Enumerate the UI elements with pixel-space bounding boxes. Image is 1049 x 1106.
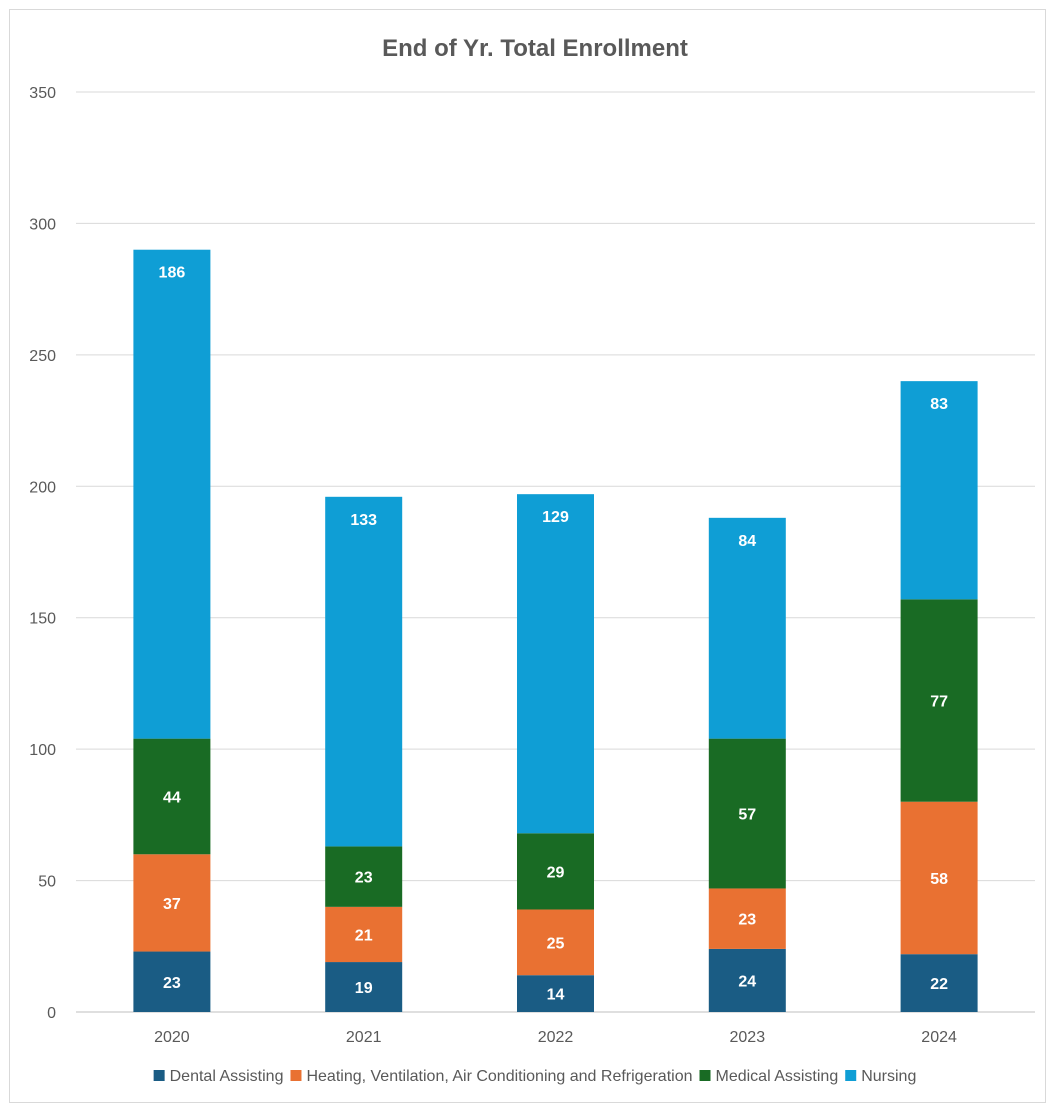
legend-item: Nursing <box>845 1068 916 1085</box>
legend-item: Dental Assisting <box>153 1068 284 1085</box>
x-tick-label: 2024 <box>921 1029 957 1046</box>
legend-label: Heating, Ventilation, Air Conditioning a… <box>306 1068 692 1085</box>
data-label: 25 <box>547 935 565 952</box>
bar-segment-nursing-2020 <box>133 249 211 739</box>
x-axis-ticks: 2020 2021 2022 2023 2024 <box>154 1029 957 1046</box>
data-label: 24 <box>738 973 756 990</box>
legend-label: Medical Assisting <box>716 1068 839 1085</box>
bar-segment-nursing-2021 <box>325 496 403 847</box>
data-label: 57 <box>738 807 756 824</box>
bar-segment-nursing-2023 <box>708 517 786 739</box>
bar-segment-dental-assisting-2022 <box>517 975 594 1012</box>
bar-segment-heating-ventilation-air-conditioning-and-refrigeration-2021 <box>325 906 403 963</box>
y-tick-label: 100 <box>29 742 56 759</box>
bar-segment-nursing-2024 <box>900 381 978 600</box>
legend-swatch <box>153 1070 165 1081</box>
y-tick-label: 150 <box>29 611 56 628</box>
bar-segment-nursing-2022 <box>517 494 594 834</box>
x-tick-label: 2022 <box>538 1029 574 1046</box>
bar-segment-dental-assisting-2021 <box>325 962 403 1012</box>
y-tick-label: 250 <box>29 348 56 365</box>
y-tick-label: 0 <box>47 1005 56 1022</box>
legend-item: Medical Assisting <box>699 1068 839 1085</box>
bar-segment-medical-assisting-2021 <box>325 846 403 907</box>
bar-segment-heating-ventilation-air-conditioning-and-refrigeration-2023 <box>708 888 786 949</box>
x-tick-label: 2021 <box>346 1029 382 1046</box>
data-label: 21 <box>355 927 373 944</box>
y-tick-label: 350 <box>29 85 56 102</box>
data-label: 14 <box>547 987 565 1004</box>
legend-label: Nursing <box>861 1068 916 1085</box>
data-label: 23 <box>355 870 373 887</box>
y-axis-ticks: 0 50 100 150 200 250 300 350 <box>29 85 56 1022</box>
legend-swatch <box>699 1070 711 1081</box>
data-label: 44 <box>163 789 181 806</box>
y-tick-label: 50 <box>38 874 56 891</box>
data-label: 58 <box>930 871 948 888</box>
data-label: 22 <box>930 976 948 993</box>
bar-segment-dental-assisting-2020 <box>133 951 211 1012</box>
y-tick-label: 200 <box>29 479 56 496</box>
bar-segment-medical-assisting-2024 <box>900 599 978 802</box>
x-tick-label: 2020 <box>154 1029 190 1046</box>
x-tick-label: 2023 <box>730 1029 766 1046</box>
data-label: 186 <box>159 265 186 282</box>
data-label: 77 <box>930 694 948 711</box>
data-label: 133 <box>350 512 377 529</box>
data-label: 19 <box>355 980 373 997</box>
bar-segment-dental-assisting-2023 <box>708 948 786 1012</box>
legend-swatch <box>845 1070 857 1081</box>
gridlines <box>76 91 1035 1013</box>
data-label: 23 <box>163 975 181 992</box>
bar-segment-dental-assisting-2024 <box>900 954 978 1012</box>
y-tick-label: 300 <box>29 216 56 233</box>
legend-swatch <box>290 1070 302 1081</box>
data-labels: 23 37 44 186 19 21 23 133 14 25 29 129 24 23 57 84 22 58 7… <box>159 265 949 1004</box>
data-label: 83 <box>930 396 948 413</box>
bar-segment-medical-assisting-2022 <box>517 833 594 910</box>
bar-segment-medical-assisting-2023 <box>708 738 786 889</box>
chart-title: End of Yr. Total Enrollment <box>382 35 688 62</box>
bar-segment-heating-ventilation-air-conditioning-and-refrigeration-2024 <box>900 801 978 955</box>
bar-segment-heating-ventilation-air-conditioning-and-refrigeration-2022 <box>517 909 594 976</box>
data-label: 37 <box>163 896 181 913</box>
bars <box>133 249 978 1012</box>
legend: Dental Assisting Heating, Ventilation, Ai… <box>153 1068 916 1085</box>
data-label: 129 <box>542 509 569 526</box>
data-label: 84 <box>738 533 756 550</box>
legend-item: Heating, Ventilation, Air Conditioning a… <box>290 1068 693 1085</box>
bar-segment-heating-ventilation-air-conditioning-and-refrigeration-2020 <box>133 854 211 952</box>
data-label: 29 <box>547 864 565 881</box>
legend-label: Dental Assisting <box>170 1068 284 1085</box>
data-label: 23 <box>738 912 756 929</box>
bar-segment-medical-assisting-2020 <box>133 738 211 855</box>
